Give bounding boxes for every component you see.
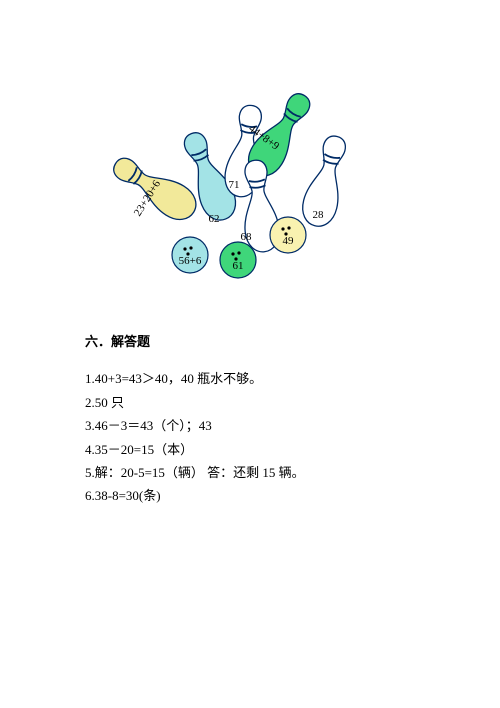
ball-cyan-label: 56+6 (179, 255, 202, 267)
section-title: 六．解答题 (85, 330, 445, 353)
answer-line-4: 4.35－20=15（本） (85, 438, 445, 461)
pin-white-71-label: 71 (229, 179, 240, 191)
pin-white-28-label: 28 (313, 209, 325, 221)
ball-green-label: 61 (233, 260, 244, 272)
ball-cyan: 56+6 (172, 237, 208, 273)
pin-white-28 (298, 132, 353, 229)
bowling-illustration: 23+20+6627144+8+9682856+66149 (110, 50, 370, 280)
answer-line-6: 6.38-8=30(条) (85, 484, 445, 507)
page: 23+20+6627144+8+9682856+66149 六．解答题 1.40… (0, 0, 500, 708)
ball-yellow: 49 (270, 217, 306, 253)
answer-line-2: 2.50 只 (85, 391, 445, 414)
pin-white-68-label: 68 (241, 231, 253, 243)
answer-line-5: 5.解：20-5=15（辆） 答：还剩 15 辆。 (85, 461, 445, 484)
answers-block: 六．解答题 1.40+3=43＞40，40 瓶水不够。2.50 只3.46－3＝… (85, 330, 445, 508)
answer-line-1: 1.40+3=43＞40，40 瓶水不够。 (85, 367, 445, 390)
answer-line-3: 3.46－3＝43（个）；43 (85, 414, 445, 437)
ball-green: 61 (220, 242, 256, 278)
ball-yellow-label: 49 (283, 235, 295, 247)
answers-list: 1.40+3=43＞40，40 瓶水不够。2.50 只3.46－3＝43（个）；… (85, 367, 445, 507)
pin-cyan-label: 62 (209, 213, 220, 225)
